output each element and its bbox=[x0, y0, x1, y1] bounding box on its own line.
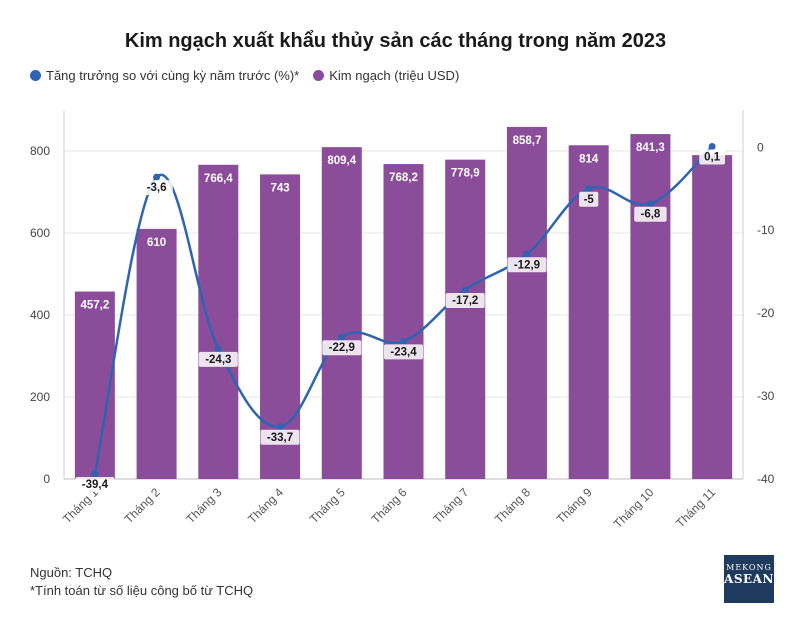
growth-value-label: -12,9 bbox=[514, 259, 540, 271]
x-tick-label: Tháng 2 bbox=[122, 485, 163, 526]
mekong-asean-logo: MEKONG ASEAN bbox=[724, 555, 774, 603]
y-left-tick-label: 200 bbox=[30, 390, 50, 404]
growth-label-bg bbox=[140, 180, 173, 196]
source-note: Nguồn: TCHQ bbox=[30, 565, 113, 580]
bar-value-label: 610 bbox=[147, 237, 166, 249]
bar bbox=[383, 164, 424, 479]
legend: Tăng trưởng so với cùng kỳ năm trước (%)… bbox=[30, 68, 459, 83]
bar bbox=[136, 228, 177, 479]
growth-value-label: -22,9 bbox=[329, 342, 355, 354]
logo-line2: ASEAN bbox=[724, 572, 774, 586]
calculation-note: *Tính toán từ số liệu công bố từ TCHQ bbox=[30, 583, 254, 598]
x-tick-label: Tháng 11 bbox=[673, 485, 718, 530]
growth-label-bg bbox=[322, 340, 362, 356]
y-right-tick-label: 0 bbox=[757, 140, 764, 154]
x-tick-label: Tháng 6 bbox=[369, 485, 410, 526]
growth-value-label: -33,7 bbox=[267, 432, 293, 444]
growth-point bbox=[400, 337, 407, 345]
growth-value-label: -6,8 bbox=[640, 209, 660, 221]
growth-value-label: -23,4 bbox=[390, 346, 417, 358]
x-tick-label: Tháng 8 bbox=[492, 485, 533, 526]
y-right-tick-label: -40 bbox=[757, 472, 775, 486]
x-tick-label: Tháng 9 bbox=[554, 485, 595, 526]
legend-swatch-value bbox=[313, 70, 325, 81]
bar-value-label: 768,2 bbox=[389, 172, 418, 184]
legend-swatch-growth bbox=[30, 70, 41, 81]
bar bbox=[321, 147, 362, 479]
growth-point bbox=[153, 173, 161, 181]
legend-label-value: Kim ngạch (triệu USD) bbox=[329, 68, 460, 83]
bar bbox=[506, 126, 547, 480]
y-right-tick-label: -20 bbox=[757, 306, 775, 320]
bar bbox=[630, 134, 671, 479]
growth-value-label: 0,1 bbox=[704, 151, 721, 163]
legend-item-value: Kim ngạch (triệu USD) bbox=[313, 68, 459, 83]
growth-point bbox=[523, 250, 531, 258]
growth-point bbox=[214, 345, 222, 353]
growth-point bbox=[585, 185, 593, 193]
bar-value-label: 809,4 bbox=[327, 155, 356, 167]
x-tick-label: Tháng 5 bbox=[307, 485, 348, 526]
growth-label-bg bbox=[634, 206, 667, 222]
y-left-tick-label: 0 bbox=[43, 472, 50, 486]
growth-point bbox=[708, 142, 716, 150]
growth-label-bg bbox=[198, 351, 238, 367]
y-right-tick-label: -30 bbox=[757, 389, 775, 403]
x-tick-label: Tháng 10 bbox=[611, 485, 657, 531]
chart-title: Kim ngạch xuất khẩu thủy sản các tháng t… bbox=[124, 30, 667, 52]
y-left-tick-label: 600 bbox=[30, 226, 50, 240]
footer: Nguồn: TCHQ *Tính toán từ số liệu công b… bbox=[30, 564, 253, 600]
growth-label-bg bbox=[260, 429, 300, 445]
bar-value-label: 841,3 bbox=[636, 142, 665, 154]
bar-value-label: 858,7 bbox=[513, 135, 542, 147]
legend-label-growth: Tăng trưởng so với cùng kỳ năm trước (%)… bbox=[46, 68, 300, 83]
growth-point bbox=[276, 423, 284, 431]
growth-value-label: -24,3 bbox=[205, 354, 231, 366]
y-left-tick-label: 800 bbox=[30, 144, 50, 158]
growth-label-bg bbox=[384, 344, 423, 360]
logo-line1: MEKONG bbox=[726, 563, 772, 572]
bar-value-label: 743 bbox=[270, 182, 289, 194]
x-tick-label: Tháng 4 bbox=[245, 485, 286, 526]
x-tick-label: Tháng 3 bbox=[183, 485, 224, 526]
growth-value-label: -39,4 bbox=[82, 479, 109, 491]
bar bbox=[445, 159, 486, 479]
bar-value-label: 778,9 bbox=[451, 168, 480, 180]
growth-label-bg bbox=[507, 257, 547, 273]
growth-value-label: -3,6 bbox=[147, 182, 167, 194]
bar-value-label: 457,2 bbox=[80, 300, 109, 312]
growth-point bbox=[91, 470, 99, 478]
bar-value-label: 814 bbox=[579, 153, 599, 165]
growth-label-bg bbox=[579, 191, 599, 207]
bar bbox=[74, 291, 115, 479]
bar bbox=[198, 164, 239, 479]
growth-point bbox=[461, 286, 469, 294]
y-left-tick-label: 400 bbox=[30, 308, 50, 322]
legend-item-growth: Tăng trưởng so với cùng kỳ năm trước (%)… bbox=[30, 68, 299, 83]
growth-value-label: -17,2 bbox=[452, 295, 478, 307]
growth-value-label: -5 bbox=[584, 194, 595, 206]
bar bbox=[692, 155, 733, 479]
y-right-tick-label: -10 bbox=[757, 223, 775, 237]
growth-point bbox=[646, 200, 654, 208]
growth-point bbox=[338, 333, 346, 341]
growth-label-bg bbox=[75, 477, 115, 493]
x-tick-label: Tháng 7 bbox=[430, 485, 471, 526]
bar-value-label: 766,4 bbox=[204, 173, 233, 185]
growth-label-bg bbox=[445, 292, 485, 308]
growth-label-bg bbox=[699, 149, 726, 165]
